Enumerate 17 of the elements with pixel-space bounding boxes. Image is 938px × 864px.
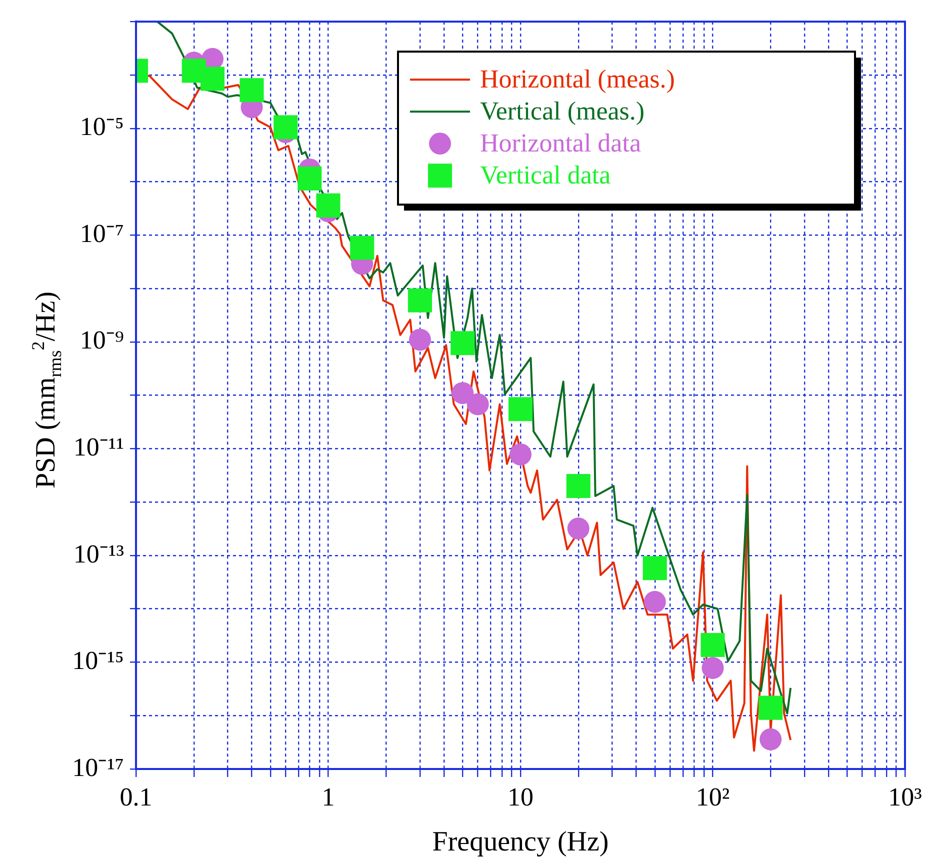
y-tick-label: 10⁻¹⁵	[72, 646, 124, 676]
y-tick-label: 10⁻¹¹	[73, 432, 124, 462]
y-tick-label: 10⁻¹⁷	[72, 752, 124, 782]
legend-label: Vertical data	[480, 160, 612, 190]
x-tick-label: 0.1	[120, 782, 152, 812]
y-tick-label: 10⁻¹³	[73, 539, 124, 568]
y-tick-label: 10⁻⁹	[80, 326, 124, 355]
y-tick-label: 10⁻⁷	[80, 218, 124, 248]
y-tick-label: 10⁻⁵	[80, 112, 124, 142]
x-tick-label: 10²	[696, 782, 730, 812]
x-tick-label: 1	[322, 782, 335, 812]
legend-label: Horizontal data	[480, 128, 642, 158]
x-axis-title: Frequency (Hz)	[432, 826, 609, 858]
x-tick-label: 10³	[888, 782, 922, 812]
legend-label: Vertical (meas.)	[480, 96, 645, 126]
x-tick-label: 10	[508, 782, 534, 812]
legend-label: Horizontal (meas.)	[480, 64, 675, 94]
